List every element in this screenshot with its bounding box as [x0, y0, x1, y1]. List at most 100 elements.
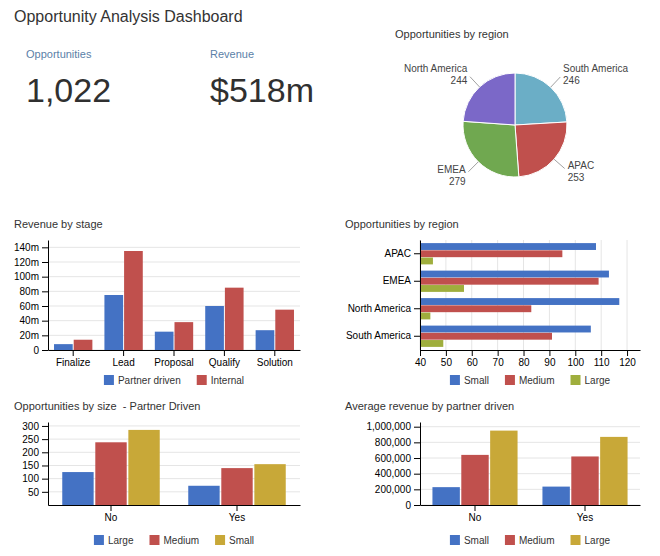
- bar: [432, 487, 459, 505]
- axis-line: [421, 350, 641, 351]
- tick-mark: [414, 458, 420, 459]
- legend-item: Small: [450, 535, 489, 546]
- tick-label: 200: [22, 447, 39, 458]
- bar: [420, 250, 562, 257]
- data-label-value: 279: [449, 176, 466, 187]
- tick-mark: [42, 335, 48, 336]
- legend-label: Small: [464, 375, 489, 386]
- axis-line: [420, 241, 421, 351]
- legend-item: Small: [450, 375, 489, 386]
- tick-mark: [585, 505, 586, 511]
- kpi-label: Revenue: [210, 48, 254, 60]
- tick: Yes: [577, 505, 593, 523]
- tick: 50: [28, 487, 48, 498]
- tick: APAC: [385, 248, 421, 259]
- tick-mark: [627, 350, 628, 356]
- bar-chart: Average revenue by partner driven0200,00…: [345, 400, 641, 546]
- bars: [432, 431, 627, 505]
- tick: 100m: [14, 271, 48, 282]
- tick-label: 200,000: [375, 484, 412, 495]
- tick-mark: [42, 262, 48, 263]
- tick-label: 400,000: [375, 468, 412, 479]
- bar: [128, 430, 159, 505]
- legend-item: Medium: [505, 375, 555, 386]
- legend-swatch: [450, 375, 460, 385]
- tick-mark: [414, 336, 420, 337]
- tick-label: 250: [22, 434, 39, 445]
- bar: [188, 486, 219, 505]
- bar: [174, 322, 193, 350]
- bar-chart: Revenue by stage020m40m60m80m100m120m140…: [14, 218, 301, 386]
- kpi-value: 1,022: [26, 71, 111, 109]
- tick: Qualify: [209, 350, 240, 368]
- tick-mark: [42, 321, 48, 322]
- bars: [62, 430, 285, 505]
- axis-line: [421, 505, 641, 506]
- bar: [420, 340, 443, 347]
- data-label-value: 246: [563, 75, 580, 86]
- tick-mark: [42, 439, 48, 440]
- bar-chart: Opportunities by region40506070809010011…: [316, 218, 640, 386]
- tick: 200,000: [375, 484, 420, 495]
- tick-label: 90: [544, 357, 556, 368]
- tick-label: EMEA: [383, 275, 412, 286]
- tick: 90: [544, 350, 556, 368]
- tick: 140m: [14, 242, 48, 253]
- category-axis: NoYes: [421, 505, 641, 523]
- leader-line: [470, 77, 480, 87]
- tick-mark: [575, 350, 576, 356]
- bar: [542, 487, 569, 505]
- tick: Lead: [112, 350, 134, 368]
- bar: [275, 310, 294, 350]
- legend-swatch: [505, 535, 515, 545]
- leader-line: [551, 77, 561, 87]
- tick-label: 80: [518, 357, 530, 368]
- tick: 80m: [20, 286, 48, 297]
- legend-swatch: [450, 535, 460, 545]
- data-label-name: EMEA: [437, 164, 466, 175]
- legend-label: Small: [464, 535, 489, 546]
- axis-line: [48, 241, 49, 351]
- tick-mark: [420, 350, 421, 356]
- tick-label: Yes: [229, 512, 245, 523]
- legend-label: Internal: [211, 375, 244, 386]
- tick-mark: [601, 350, 602, 356]
- tick-label: 800,000: [375, 437, 412, 448]
- tick-label: 40m: [20, 315, 39, 326]
- tick-label: North America: [348, 303, 412, 314]
- bar: [420, 258, 433, 265]
- tick: 300: [22, 421, 48, 432]
- bar: [420, 243, 596, 250]
- tick-label: South America: [346, 330, 411, 341]
- tick-mark: [237, 505, 238, 511]
- bar: [104, 295, 123, 350]
- legend-label: Partner driven: [118, 375, 181, 386]
- tick: 120: [619, 350, 636, 368]
- tick-mark: [42, 426, 48, 427]
- tick-mark: [414, 489, 420, 490]
- legend-label: Large: [585, 535, 611, 546]
- bar: [205, 306, 224, 350]
- bar: [74, 340, 93, 350]
- tick: Proposal: [154, 350, 193, 368]
- bar: [420, 278, 599, 285]
- pie-chart: Opportunities by regionSouth America246A…: [395, 28, 629, 187]
- tick: 80: [518, 350, 530, 368]
- grid-line: [48, 276, 300, 277]
- chart-title: Opportunities by region: [345, 218, 459, 230]
- tick-label: 100: [22, 473, 39, 484]
- pie-slices: South America246APAC253EMEA279North Amer…: [404, 63, 629, 187]
- chart-title: Opportunities by size - Partner Driven: [14, 400, 200, 412]
- legend-label: Medium: [163, 535, 199, 546]
- tick-label: 110: [594, 357, 610, 368]
- chart-title: Average revenue by partner driven: [345, 400, 514, 412]
- value-axis: 405060708090100110120: [415, 350, 641, 368]
- bar: [54, 344, 73, 350]
- data-label-name: North America: [404, 63, 468, 74]
- tick-label: Lead: [112, 357, 134, 368]
- tick-mark: [73, 350, 74, 356]
- legend-label: Large: [585, 375, 611, 386]
- bar: [254, 464, 285, 505]
- legend-item: Small: [215, 535, 254, 546]
- legend-item: Partner driven: [104, 375, 181, 386]
